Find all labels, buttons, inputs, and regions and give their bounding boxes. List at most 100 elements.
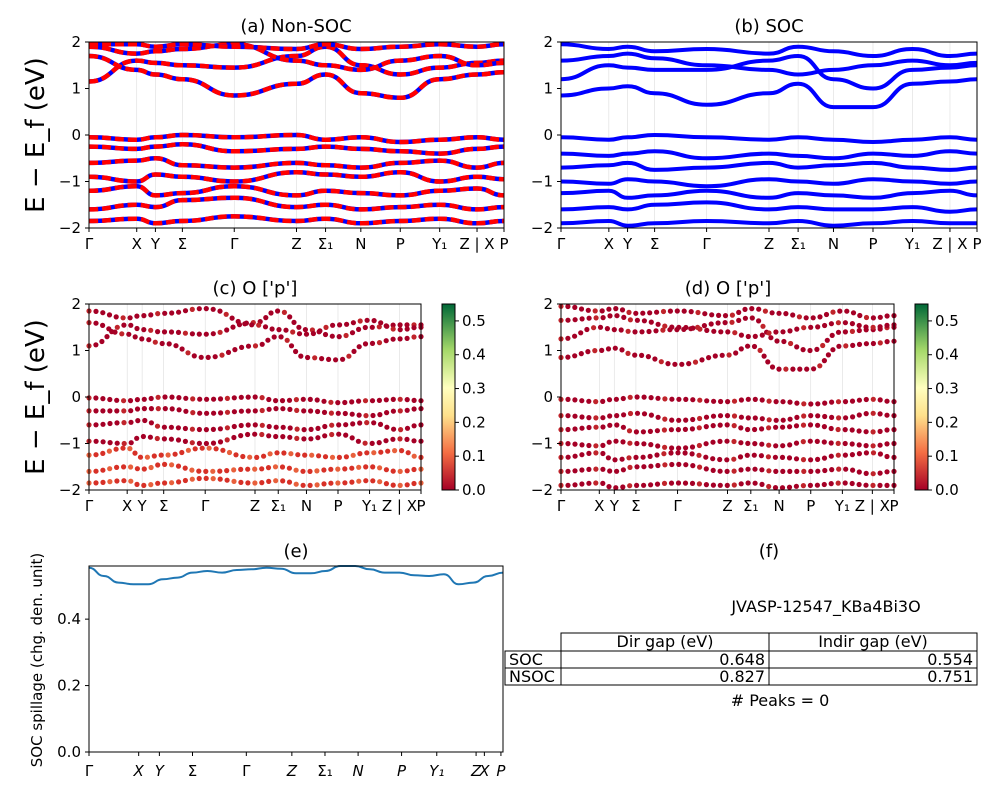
band-point-d — [655, 443, 661, 449]
band-point-d — [766, 417, 772, 423]
band-point-d — [669, 417, 675, 423]
band-point-c — [272, 464, 279, 470]
band-point-c — [148, 420, 154, 426]
band-point-d — [877, 451, 884, 457]
band-point-d — [586, 466, 592, 472]
band-point-d — [668, 427, 675, 433]
xtick-label-d: Y₁ — [834, 497, 850, 515]
band-point-d — [769, 310, 775, 316]
band-point-d — [849, 480, 855, 487]
band-point-d — [807, 422, 814, 428]
band-point-d — [641, 394, 647, 400]
band-point-d — [600, 450, 606, 457]
band-point-d — [618, 327, 624, 333]
band-point-d — [600, 398, 606, 404]
row-soc-indir: 0.554 — [927, 650, 973, 669]
band-point-d — [751, 452, 757, 458]
band-point-d — [884, 427, 890, 433]
band-point-c — [196, 440, 202, 446]
band-point-c — [132, 334, 138, 340]
band-line-a-red — [88, 183, 505, 198]
band-point-c — [301, 427, 307, 433]
band-point-d — [822, 322, 828, 329]
band-point-d — [856, 442, 862, 448]
band-point-d — [711, 398, 717, 404]
band-point-c — [128, 408, 134, 414]
band-point-c — [185, 447, 191, 453]
band-point-c — [363, 413, 369, 419]
band-point-d — [633, 310, 639, 316]
band-point-d — [655, 414, 661, 420]
band-point-c — [176, 407, 182, 413]
band-point-d — [704, 398, 710, 404]
band-point-d — [572, 413, 578, 419]
band-point-c — [114, 440, 120, 446]
band-point-d — [884, 313, 890, 319]
band-point-c — [245, 422, 251, 428]
band-point-d — [790, 312, 796, 318]
band-point-d — [849, 398, 856, 404]
band-point-c — [397, 408, 403, 414]
band-point-d — [808, 401, 814, 407]
ytick-label-a: 2 — [71, 33, 81, 51]
band-point-d — [877, 397, 883, 403]
band-point-c — [168, 424, 174, 430]
xtick-label-c: Y₁ — [361, 497, 377, 515]
band-point-d — [654, 452, 660, 458]
band-point-d — [586, 480, 592, 486]
band-point-c — [342, 399, 348, 406]
band-point-d — [863, 470, 869, 476]
band-point-d — [787, 424, 793, 430]
band-point-d — [627, 440, 633, 446]
band-point-c — [147, 434, 153, 440]
band-point-d — [729, 312, 736, 318]
band-point-d — [786, 484, 793, 490]
band-point-c — [300, 396, 306, 402]
band-point-c — [343, 422, 349, 428]
band-point-d — [682, 450, 688, 456]
band-point-d — [842, 320, 849, 326]
band-point-c — [245, 466, 251, 472]
band-point-c — [152, 339, 158, 345]
band-point-d — [829, 414, 835, 420]
band-point-c — [314, 482, 320, 488]
band-point-d — [565, 354, 571, 360]
xtick-label-c: Γ — [85, 497, 94, 515]
band-point-c — [315, 408, 321, 415]
band-point-c — [169, 394, 175, 400]
band-point-d — [870, 324, 876, 330]
band-point-d — [661, 480, 668, 486]
band-point-d — [683, 462, 689, 468]
band-point-d — [742, 315, 749, 321]
band-point-c — [224, 395, 230, 401]
band-point-d — [793, 423, 800, 429]
band-point-c — [121, 322, 127, 328]
band-point-d — [752, 466, 758, 472]
xtick-label-e: N — [352, 762, 363, 780]
band-point-d — [606, 306, 612, 312]
band-point-d — [849, 427, 855, 433]
band-point-d — [822, 400, 828, 406]
band-point-c — [189, 331, 195, 337]
band-point-d — [690, 397, 696, 403]
band-point-c — [364, 317, 370, 323]
band-point-d — [766, 442, 772, 448]
band-point-d — [706, 355, 712, 361]
band-point-d — [815, 324, 821, 330]
band-line-b — [560, 177, 978, 189]
band-point-d — [704, 327, 710, 333]
band-point-c — [330, 322, 336, 328]
band-point-c — [127, 446, 133, 452]
band-point-d — [830, 347, 836, 353]
band-point-d — [565, 441, 571, 447]
ytick-label-a: −1 — [59, 173, 81, 191]
band-point-c — [267, 451, 273, 457]
band-point-d — [634, 464, 640, 470]
band-point-c — [191, 353, 197, 359]
band-point-d — [641, 482, 647, 488]
band-point-c — [238, 422, 244, 429]
band-point-c — [121, 408, 127, 414]
band-point-d — [844, 308, 850, 314]
xtick-label-b: P — [868, 235, 877, 253]
band-point-d — [683, 445, 689, 451]
